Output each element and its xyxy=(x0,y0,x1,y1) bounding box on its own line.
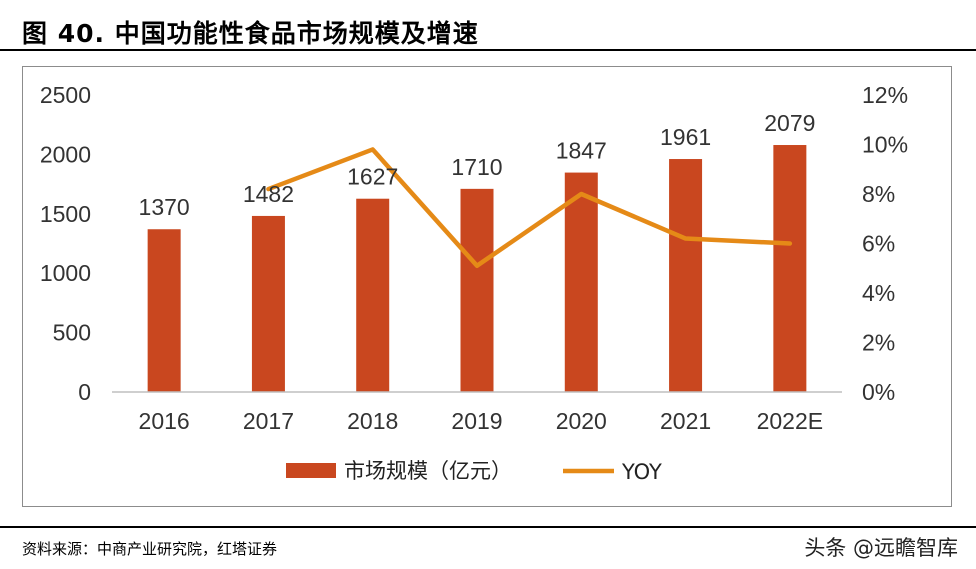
data-label-2022E: 2079 xyxy=(764,110,815,136)
bar-2017 xyxy=(251,215,285,392)
data-label-2019: 1710 xyxy=(451,154,502,180)
legend-swatch-bar xyxy=(286,463,336,478)
right-tick-10%: 10% xyxy=(862,132,908,158)
data-label-2018: 1627 xyxy=(347,164,398,190)
right-tick-0%: 0% xyxy=(862,379,895,405)
bar-2022E xyxy=(773,145,807,392)
bar-2016 xyxy=(147,229,181,392)
right-tick-6%: 6% xyxy=(862,231,895,257)
legend-label-bar: 市场规模（亿元） xyxy=(344,459,512,483)
category-2021: 2021 xyxy=(660,408,711,434)
yoy-line-series xyxy=(266,147,793,269)
bar-2020 xyxy=(564,172,598,392)
bar-2019 xyxy=(460,188,494,392)
right-axis-ticks: 0% 2% 4% 6% 8% 10% 12% xyxy=(862,82,908,405)
left-tick-1000: 1000 xyxy=(40,260,91,286)
left-tick-0: 0 xyxy=(78,379,91,405)
data-label-2020: 1847 xyxy=(556,138,607,164)
category-ticks: 2016 2017 2018 2019 2020 2021 2022E xyxy=(139,408,824,434)
right-tick-2%: 2% xyxy=(862,330,895,356)
footer-rule xyxy=(0,526,976,528)
bar-data-labels: 1370 1482 1627 1710 1847 1961 2079 xyxy=(139,110,816,220)
data-label-2017: 1482 xyxy=(243,181,294,207)
category-2020: 2020 xyxy=(556,408,607,434)
left-tick-500: 500 xyxy=(53,320,91,346)
right-tick-8%: 8% xyxy=(862,181,895,207)
yoy-line xyxy=(266,147,793,269)
figure-title: 图 40. 中国功能性食品市场规模及增速 xyxy=(22,19,479,48)
source-note: 资料来源：中商产业研究院，红塔证券 xyxy=(22,540,278,558)
chart-frame xyxy=(22,66,952,507)
title-underline xyxy=(0,49,976,51)
category-2018: 2018 xyxy=(347,408,398,434)
bar-2018 xyxy=(356,198,390,392)
legend: 市场规模（亿元） YOY xyxy=(286,459,662,484)
bar-series xyxy=(147,145,807,392)
category-2017: 2017 xyxy=(243,408,294,434)
watermark: 头条 @远瞻智库 xyxy=(804,536,958,560)
legend-label-line: YOY xyxy=(621,460,662,484)
bar-2021 xyxy=(669,159,703,392)
category-2016: 2016 xyxy=(139,408,190,434)
data-label-2021: 1961 xyxy=(660,124,711,150)
left-tick-2000: 2000 xyxy=(40,141,91,167)
category-2022E: 2022E xyxy=(757,408,824,434)
left-tick-1500: 1500 xyxy=(40,201,91,227)
category-2019: 2019 xyxy=(451,408,502,434)
left-tick-2500: 2500 xyxy=(40,82,91,108)
left-axis-ticks: 0 500 1000 1500 2000 2500 xyxy=(40,82,91,405)
right-tick-4%: 4% xyxy=(862,280,895,306)
right-tick-12%: 12% xyxy=(862,82,908,108)
data-label-2016: 1370 xyxy=(139,194,190,220)
